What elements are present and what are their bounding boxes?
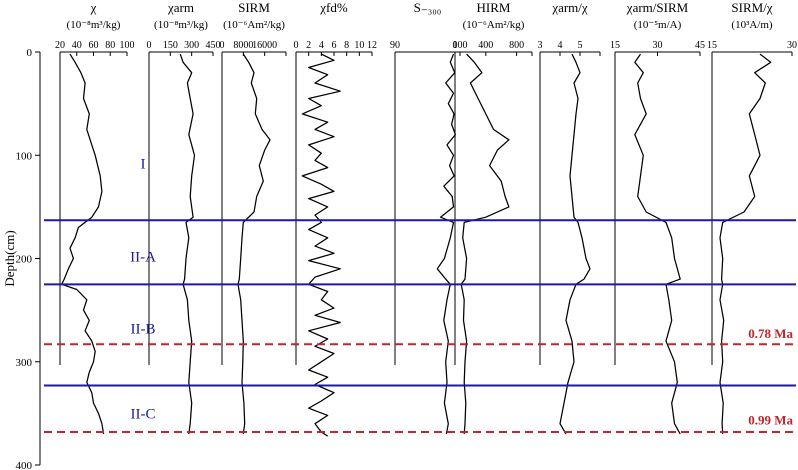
series-line xyxy=(460,53,510,435)
x-tick-label: 16000 xyxy=(252,40,277,51)
x-tick-label: 15 xyxy=(610,40,620,51)
panel-title: χ xyxy=(90,0,97,15)
depth-tick-label: 300 xyxy=(16,357,33,369)
x-tick-label: 0 xyxy=(294,40,299,51)
x-tick-label: 450 xyxy=(206,40,221,51)
panel-title: S₋₃₀₀ xyxy=(414,0,442,15)
x-tick-label: 2 xyxy=(306,40,311,51)
panel-title: SIRM xyxy=(238,0,270,15)
boundary-lines xyxy=(44,219,796,433)
x-tick-label: 30 xyxy=(787,40,797,51)
x-tick-label: 90 xyxy=(390,40,400,51)
series-line xyxy=(179,53,196,435)
panel-unit: (10⁻⁸m³/kg) xyxy=(154,19,208,31)
panel-2: 0 150 300 450 χarm (10⁻⁸m³/kg) xyxy=(147,0,221,435)
x-tick-label: 4 xyxy=(558,40,563,51)
depth-tick-label: 400 xyxy=(16,460,33,470)
depth-axis: 0 100 200 300 400 Depth(cm) xyxy=(2,47,41,470)
x-tick-label: 0 xyxy=(220,40,225,51)
x-tick-label: 4 xyxy=(319,40,324,51)
x-tick-label: 6 xyxy=(332,40,337,51)
series-line xyxy=(237,53,271,435)
age-label: 0.78 Ma xyxy=(748,326,793,341)
panel-4: 0 2 4 6 8 10 12 χfd% xyxy=(294,0,377,437)
x-tick-label: 80 xyxy=(105,40,115,51)
x-tick-label: 15 xyxy=(707,40,717,51)
x-tick-label: 12 xyxy=(367,40,377,51)
panel-title: HIRM xyxy=(477,0,511,15)
x-tick-label: 0 xyxy=(147,40,152,51)
x-tick-label: 5 xyxy=(578,40,583,51)
x-tick-label: 60 xyxy=(89,40,99,51)
panel-title: χarm xyxy=(167,0,194,15)
x-tick-label: 8 xyxy=(344,40,349,51)
x-tick-label: 20 xyxy=(55,40,65,51)
x-tick-label: 150 xyxy=(163,40,178,51)
depth-axis-label: Depth(cm) xyxy=(2,230,17,286)
panel-unit: (10⁻⁶Am²/kg) xyxy=(223,19,285,31)
panel-1: 20 40 60 80 100 χ (10⁻⁸m³/kg) xyxy=(55,0,135,435)
panel-7: 3 4 5 χarm/χ xyxy=(538,0,601,435)
panel-unit: (10⁻⁵m/A) xyxy=(634,19,682,31)
series-line xyxy=(436,53,457,435)
panel-unit: (10⁻⁸m³/kg) xyxy=(67,19,121,31)
depth-tick-label: 200 xyxy=(16,254,33,266)
x-tick-label: 400 xyxy=(478,40,493,51)
panel-unit: (10³A/m) xyxy=(731,19,773,31)
x-tick-label: 3 xyxy=(538,40,543,51)
zone-label: I xyxy=(141,157,146,173)
zone-label: II-B xyxy=(131,322,156,338)
panel-title: χarm/SIRM xyxy=(626,0,689,15)
age-label: 0.99 Ma xyxy=(748,413,793,428)
series-line xyxy=(559,53,591,435)
series-line xyxy=(634,53,681,435)
series-line xyxy=(61,53,105,435)
x-tick-label: 10 xyxy=(354,40,364,51)
x-tick-label: 300 xyxy=(184,40,199,51)
depth-tick-label: 100 xyxy=(16,150,33,162)
panel-6: 0 400 800 HIRM (10⁻⁶Am²/kg) xyxy=(453,0,533,435)
x-tick-label: 100 xyxy=(120,40,135,51)
x-tick-label: 800 xyxy=(509,40,524,51)
panel-8: 15 30 45 χarm/SIRM (10⁻⁵m/A) xyxy=(610,0,705,435)
x-tick-label: 30 xyxy=(653,40,663,51)
panel-title: χarm/χ xyxy=(551,0,588,15)
x-tick-label: 8000 xyxy=(233,40,253,51)
panel-5: 90 100 S₋₃₀₀ xyxy=(390,0,468,435)
zone-label: II-A xyxy=(130,249,156,265)
panel-title: χfd% xyxy=(319,0,348,15)
x-tick-label: 0 xyxy=(453,40,458,51)
zone-label: II-C xyxy=(131,406,156,422)
x-tick-label: 45 xyxy=(695,40,705,51)
depth-tick-label: 0 xyxy=(27,47,33,59)
zone-labels: I II-A II-B II-C 0.78 Ma 0.99 Ma xyxy=(130,157,793,428)
panel-title: SIRM/χ xyxy=(731,0,772,15)
panel-9: 15 30 SIRM/χ (10³A/m) xyxy=(707,0,797,435)
panel-unit: (10⁻⁶Am²/kg) xyxy=(463,19,525,31)
x-tick-label: 100 xyxy=(453,40,468,51)
x-tick-label: 40 xyxy=(72,40,82,51)
series-line xyxy=(719,53,772,435)
series-line xyxy=(301,53,341,437)
